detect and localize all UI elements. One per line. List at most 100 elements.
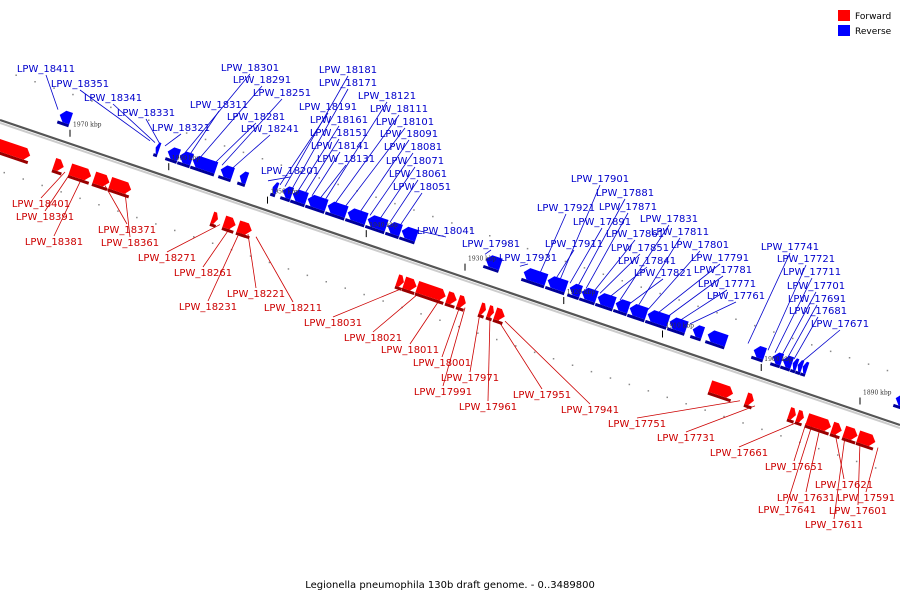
dot bbox=[193, 236, 195, 238]
gene-label: LPW_17871 bbox=[599, 202, 657, 213]
gene-body bbox=[282, 186, 295, 200]
dot bbox=[621, 280, 623, 282]
gene-label: LPW_17891 bbox=[573, 217, 631, 228]
leader-line bbox=[442, 307, 466, 387]
reverse-gene bbox=[482, 255, 503, 273]
gene-label: LPW_17731 bbox=[657, 433, 715, 444]
gene-shadow bbox=[236, 181, 246, 187]
gene-shadow bbox=[612, 308, 628, 317]
reverse-gene bbox=[279, 186, 295, 203]
forward-gene bbox=[414, 281, 446, 305]
gene-body bbox=[708, 380, 734, 398]
gene-body bbox=[830, 421, 842, 435]
dot bbox=[886, 369, 889, 372]
dot bbox=[590, 370, 593, 373]
gene-label: LPW_18071 bbox=[386, 156, 444, 167]
gene-shadow bbox=[707, 391, 732, 403]
gene-label: LPW_18111 bbox=[370, 104, 428, 115]
leader-line bbox=[738, 420, 801, 448]
gene-label: LPW_18411 bbox=[17, 64, 75, 75]
dot bbox=[848, 357, 851, 359]
reverse-gene bbox=[364, 215, 389, 235]
leader-line bbox=[104, 185, 128, 225]
gene-body bbox=[669, 317, 689, 334]
leader-line bbox=[199, 85, 263, 159]
leader-line bbox=[667, 275, 724, 317]
dot bbox=[60, 191, 62, 193]
dot bbox=[53, 87, 55, 89]
leader-line bbox=[637, 237, 681, 307]
gene-shadow bbox=[666, 327, 685, 336]
gene-shadow bbox=[704, 340, 725, 350]
dot bbox=[287, 268, 290, 270]
leader-line bbox=[593, 239, 636, 292]
dot bbox=[716, 312, 718, 314]
gene-body bbox=[239, 171, 250, 185]
axis-shadow bbox=[0, 122, 900, 429]
gene-body bbox=[68, 163, 92, 181]
leader-line bbox=[559, 184, 601, 280]
dot bbox=[174, 229, 176, 232]
gene-shadow bbox=[455, 306, 464, 312]
gene-body bbox=[792, 358, 800, 371]
leader-line bbox=[619, 224, 670, 301]
leader-line bbox=[484, 249, 492, 255]
gene-body bbox=[402, 276, 417, 291]
gene-body bbox=[59, 110, 73, 125]
gene-label: LPW_17761 bbox=[707, 291, 765, 302]
leader-line bbox=[786, 425, 813, 505]
dot bbox=[526, 247, 529, 250]
tick-label: 1890 kbp bbox=[863, 389, 892, 396]
gene-label: LPW_18211 bbox=[264, 303, 322, 314]
leader-line bbox=[657, 263, 721, 314]
forward-gene bbox=[394, 274, 404, 291]
gene-label: LPW_18061 bbox=[389, 169, 447, 180]
gene-body bbox=[615, 299, 631, 314]
label-leader-lines bbox=[40, 73, 879, 520]
gene-shadow bbox=[644, 319, 667, 330]
gene-label: LPW_17721 bbox=[777, 254, 835, 265]
gene-label: LPW_17751 bbox=[608, 419, 666, 430]
gene-body bbox=[753, 345, 767, 360]
gene-label: LPW_18321 bbox=[152, 123, 210, 134]
gene-shadow bbox=[689, 335, 702, 342]
reverse-gene bbox=[304, 194, 329, 214]
dot bbox=[325, 281, 327, 283]
gene-label: LPW_17661 bbox=[710, 448, 768, 459]
reverse-gene bbox=[626, 303, 649, 323]
forward-gene bbox=[492, 307, 505, 325]
gene-body bbox=[805, 413, 831, 432]
forward-gene bbox=[743, 392, 754, 410]
dot bbox=[451, 222, 453, 224]
gene-label: LPW_17801 bbox=[671, 240, 729, 251]
gene-label: LPW_17861 bbox=[606, 229, 664, 240]
gene-shadow bbox=[444, 302, 455, 309]
gene-body bbox=[108, 177, 132, 194]
gene-label: LPW_18001 bbox=[413, 358, 471, 369]
gene-shadow bbox=[804, 424, 830, 436]
tick-label: 1910 kbp bbox=[666, 323, 695, 330]
leader-line bbox=[189, 110, 220, 155]
dot bbox=[552, 358, 555, 360]
gene-label: LPW_17671 bbox=[811, 319, 869, 330]
leader-line bbox=[555, 249, 575, 279]
gene-body bbox=[581, 287, 599, 303]
gene-label: LPW_17981 bbox=[462, 239, 520, 250]
forward-gene bbox=[91, 171, 110, 191]
gene-body bbox=[307, 194, 329, 212]
dot bbox=[344, 287, 346, 289]
dot bbox=[249, 255, 252, 257]
gene-label: LPW_18031 bbox=[304, 318, 362, 329]
leader-line bbox=[231, 134, 271, 169]
gene-shadow bbox=[594, 302, 613, 312]
leader-line bbox=[774, 277, 813, 353]
gene-body bbox=[222, 215, 236, 230]
gene-shadow bbox=[0, 148, 29, 165]
leader-line bbox=[793, 316, 819, 360]
dot bbox=[723, 415, 725, 418]
dot bbox=[496, 338, 498, 341]
leader-line bbox=[334, 114, 400, 204]
gene-shadow bbox=[477, 313, 485, 319]
gene-body bbox=[692, 325, 706, 339]
gene-shadow bbox=[56, 120, 70, 128]
